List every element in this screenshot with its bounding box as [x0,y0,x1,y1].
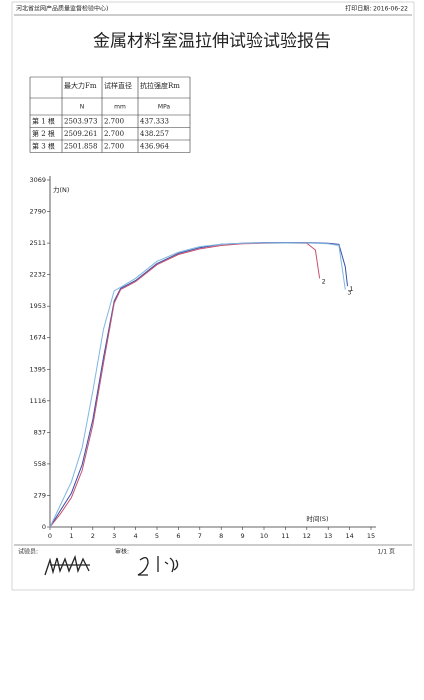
y-axis-label: 力(N) [53,185,69,194]
table-header: 最大力Fm [64,81,97,90]
series-line [49,242,321,528]
table-cell: 436.964 [140,142,169,150]
tester-label: 试验员: [18,548,38,556]
y-tick-label: 2790 [29,208,46,216]
x-tick-label: 4 [134,532,138,540]
table-cell: 438.257 [140,130,169,138]
title: 金属材料室温拉伸试验试验报告 [93,32,331,52]
x-tick-label: 15 [367,532,375,540]
table-cell: 第 2 根 [32,129,55,138]
table-header: 试样直径 [104,81,132,90]
page-border [11,1,415,591]
series-label: 2 [322,277,326,285]
table-cell: 2501.858 [64,142,97,150]
y-tick-label: 1395 [29,365,46,373]
table-cell: 2503.973 [64,117,97,125]
y-tick-label: 3069 [29,176,46,184]
table-cell: 第 1 根 [32,116,55,125]
reviewer-label: 审核: [115,548,129,556]
x-tick-label: 12 [303,532,311,540]
x-tick-label: 0 [48,532,52,540]
series-line [49,242,348,528]
x-tick-label: 6 [176,532,180,540]
table-cell: 437.333 [140,117,169,125]
table-unit: N [80,104,85,111]
signature [44,554,90,576]
x-tick-label: 5 [155,532,159,540]
y-tick-label: 279 [34,491,46,499]
table-cell: 2.700 [104,130,124,138]
print-date: 打印日期: 2016-06-22 [345,5,408,13]
y-tick-label: 2232 [29,271,46,279]
series-label: 3 [347,289,351,297]
series-line [49,242,346,528]
table-cell: 2.700 [104,142,124,150]
y-tick-label: 0 [42,523,46,531]
x-tick-label: 7 [198,532,202,540]
table-cell: 第 3 根 [32,141,55,150]
y-tick-label: 558 [34,460,46,468]
table-unit: mm [114,104,126,111]
x-tick-label: 14 [345,532,353,540]
x-tick-label: 11 [281,532,289,540]
y-tick-label: 1953 [29,302,46,310]
x-tick-label: 3 [112,532,116,540]
y-tick-label: 2511 [29,239,46,247]
page-number: 1/1 页 [377,549,395,556]
y-tick-label: 1116 [29,397,46,405]
org: 河北省丝网产品质量监督检验中心) [16,5,108,13]
y-tick-label: 837 [34,428,46,436]
table-cell: 2509.261 [64,130,97,138]
y-tick-label: 1674 [29,334,46,342]
table-unit: MPa [158,104,171,111]
signature [137,556,179,576]
x-tick-label: 8 [219,532,223,540]
x-tick-label: 2 [91,532,95,540]
table-cell: 2.700 [104,117,124,125]
x-tick-label: 10 [260,532,268,540]
x-tick-label: 1 [69,532,73,540]
x-tick-label: 13 [324,532,332,540]
x-axis-label: 时间(S) [306,514,328,523]
table-header: 抗拉强度Rm [140,81,180,90]
series-label: 1 [349,285,353,293]
x-tick-label: 9 [241,532,245,540]
